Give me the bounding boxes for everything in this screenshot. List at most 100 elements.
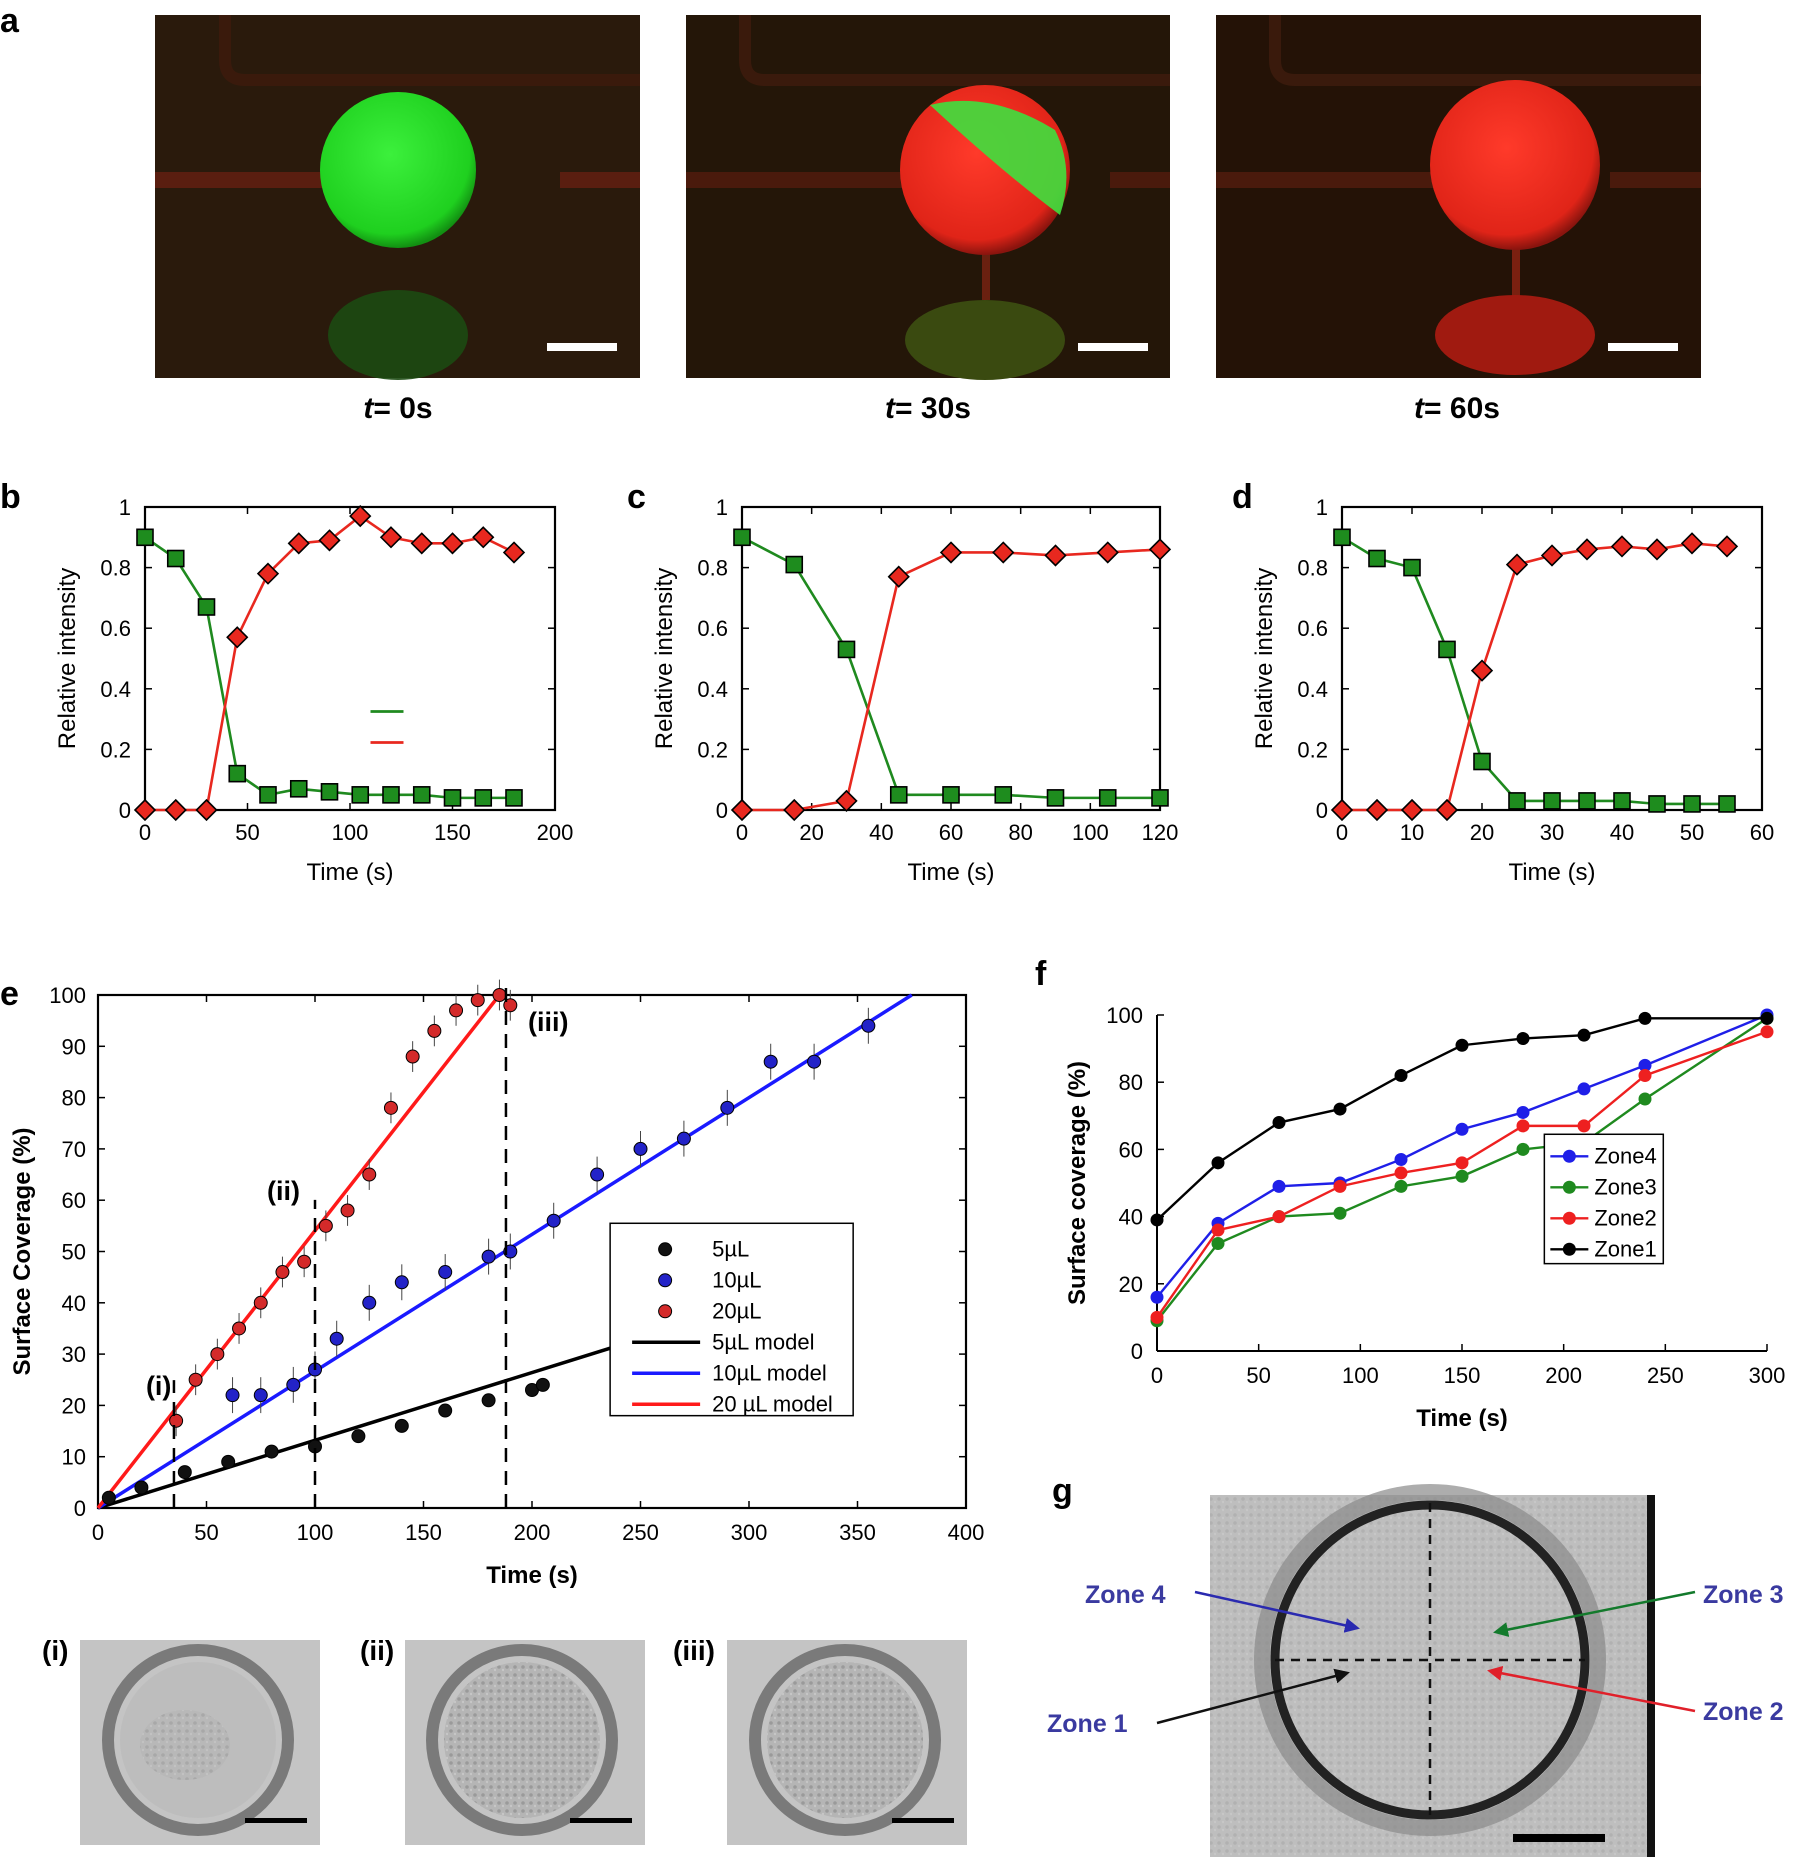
y-tick-label: 0.6: [100, 616, 131, 641]
y-tick-label: 90: [62, 1034, 86, 1059]
series-line-Zone4: [1156, 1013, 1768, 1299]
data-point-Zone2: [1455, 1156, 1469, 1170]
panel-label-f: f: [1035, 955, 1047, 993]
data-point-Zone2: [1638, 1068, 1652, 1082]
data-point-Zone3: [1638, 1092, 1652, 1106]
legend-marker: [1562, 1211, 1576, 1225]
x-tick-label: 0: [139, 820, 151, 845]
legend-marker: [658, 1304, 673, 1319]
data-point-red: [1148, 538, 1172, 561]
data-point-red: [441, 532, 464, 555]
legend-label: 5µL model: [712, 1329, 814, 1354]
data-point-Zone3: [1394, 1179, 1408, 1193]
x-tick-label: 0: [1336, 820, 1348, 845]
data-point-20µL: [297, 1254, 312, 1269]
data-point-green: [443, 789, 462, 807]
data-point-5µL: [221, 1454, 236, 1469]
data-point-10µL: [329, 1331, 344, 1346]
y-tick-label: 0.4: [100, 677, 131, 702]
y-tick-label: 80: [62, 1086, 86, 1111]
fluorescence-image-t0: [155, 15, 640, 380]
data-point-green: [351, 786, 370, 804]
data-point-green: [259, 786, 277, 804]
y-tick-label: 20: [1119, 1272, 1143, 1297]
legend-box: [609, 1222, 854, 1417]
data-point-green: [942, 786, 960, 804]
data-point-20µL: [492, 988, 507, 1002]
data-point-red: [379, 526, 403, 549]
data-point-5µL: [177, 1465, 192, 1480]
x-tick-label: 250: [622, 1520, 659, 1545]
data-point-10µL: [676, 1131, 691, 1146]
x-tick-label: 30: [1540, 820, 1564, 845]
data-point-20µL: [449, 1003, 464, 1018]
data-point-green: [1543, 792, 1561, 810]
y-tick-label: 0.6: [1297, 616, 1328, 641]
data-point-Zone3: [1455, 1169, 1469, 1183]
data-point-green: [166, 549, 185, 568]
chart-d: 0 10 20 30 40 50 60 0 0.2 0.4 0.6 0.8 1 Time (s) Relat…: [1251, 495, 1774, 886]
data-point-green: [733, 528, 751, 547]
chart-b: 0 50 100 150 200 0 0.2 0.4 0.6 0.8 1 Time (s) Relati…: [54, 495, 573, 886]
y-tick-label: 0: [716, 798, 728, 823]
y-tick-label: 0.2: [100, 737, 131, 762]
legend-label: Zone3: [1594, 1174, 1656, 1199]
data-point-red: [349, 504, 372, 528]
y-tick-label: 0: [1131, 1339, 1143, 1364]
data-point-Zone3: [1333, 1206, 1347, 1220]
data-point-Zone3: [1211, 1236, 1225, 1250]
data-point-red: [1330, 798, 1354, 822]
inset-label-iii: (iii): [673, 1635, 715, 1666]
data-point-red: [1044, 544, 1067, 567]
x-axis-title: Time (s): [486, 1562, 578, 1589]
zone-3-arrow: [1493, 1590, 1696, 1637]
data-point-Zone1: [1211, 1156, 1225, 1170]
zone-1-arrow: [1156, 1668, 1350, 1725]
x-axis-title: Time (s): [907, 859, 994, 886]
y-tick-label: 1: [1316, 495, 1328, 520]
legend-label: Zone4: [1594, 1143, 1656, 1168]
data-point-10µL: [633, 1141, 648, 1156]
x-tick-label: 350: [839, 1520, 876, 1545]
zone-4-label: Zone 4: [1085, 1581, 1166, 1609]
data-point-red: [472, 526, 495, 549]
x-tick-label: 400: [948, 1520, 985, 1545]
panel-label-c: c: [627, 478, 646, 516]
legend-label: 20µL: [712, 1298, 761, 1323]
data-point-20µL: [340, 1203, 355, 1218]
y-tick-label: 0.2: [1297, 737, 1328, 762]
time-marker-label: (ii): [267, 1176, 300, 1206]
x-tick-label: 100: [1072, 820, 1109, 845]
x-tick-label: 200: [1545, 1363, 1582, 1388]
data-point-20µL: [362, 1167, 377, 1182]
data-point-green: [412, 786, 431, 804]
caption-t30: t= 30s: [885, 392, 971, 425]
data-point-green: [228, 764, 247, 783]
x-tick-label: 200: [537, 820, 574, 845]
inset-image-iii: [727, 1640, 967, 1845]
data-point-10µL: [394, 1275, 409, 1290]
data-point-10µL: [861, 1018, 876, 1033]
data-point-5µL: [394, 1418, 409, 1433]
data-point-10µL: [253, 1388, 268, 1403]
legend-label: Zone2: [1594, 1205, 1656, 1230]
x-tick-label: 200: [514, 1520, 551, 1545]
data-point-Zone1: [1760, 1011, 1774, 1025]
data-point-red: [1505, 553, 1529, 576]
x-tick-label: 50: [1680, 820, 1704, 845]
zone-3-label: Zone 3: [1703, 1581, 1784, 1609]
y-tick-label: 0.6: [697, 616, 728, 641]
panel-label-g: g: [1052, 1472, 1073, 1510]
plot-frame: [143, 505, 557, 812]
y-tick-label: 30: [62, 1342, 86, 1367]
data-point-Zone2: [1577, 1119, 1591, 1133]
x-tick-label: 100: [332, 820, 369, 845]
x-tick-label: 0: [736, 820, 748, 845]
data-point-20µL: [405, 1049, 420, 1064]
data-point-10µL: [546, 1213, 561, 1228]
y-tick-label: 0.8: [100, 556, 131, 581]
data-point-10µL: [720, 1100, 735, 1115]
data-point-Zone4: [1638, 1058, 1652, 1072]
x-tick-label: 100: [1342, 1363, 1379, 1388]
